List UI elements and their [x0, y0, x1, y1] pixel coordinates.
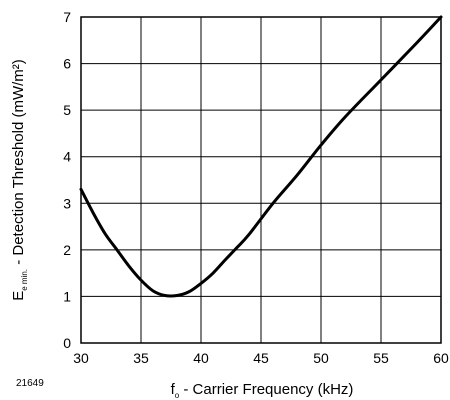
x-tick-labels: 30 35 40 45 50 55 60 — [73, 350, 449, 366]
y-tick-label: 7 — [63, 9, 71, 25]
y-tick-label: 4 — [63, 149, 71, 165]
y-tick-label: 1 — [63, 288, 71, 304]
y-tick-label: 6 — [63, 56, 71, 72]
y-tick-label: 2 — [63, 242, 71, 258]
x-tick-label: 35 — [133, 350, 149, 366]
grid — [81, 17, 441, 343]
x-tick-label: 55 — [373, 350, 389, 366]
x-tick-label: 40 — [193, 350, 209, 366]
x-tick-label: 30 — [73, 350, 89, 366]
y-tick-label: 0 — [63, 335, 71, 351]
y-tick-label: 5 — [63, 102, 71, 118]
x-tick-label: 60 — [433, 350, 449, 366]
y-axis-title: Ee min. - Detection Threshold (mW/m²) — [10, 59, 29, 301]
y-tick-labels: 0 1 2 3 4 5 6 7 — [63, 9, 71, 351]
series-line — [79, 15, 443, 298]
y-tick-label: 3 — [63, 195, 71, 211]
plot-frame — [80, 16, 442, 344]
x-axis-title: fo - Carrier Frequency (kHz) — [171, 381, 354, 400]
x-tick-label: 50 — [313, 350, 329, 366]
figure-id: 21649 — [16, 378, 44, 389]
x-tick-label: 45 — [253, 350, 269, 366]
